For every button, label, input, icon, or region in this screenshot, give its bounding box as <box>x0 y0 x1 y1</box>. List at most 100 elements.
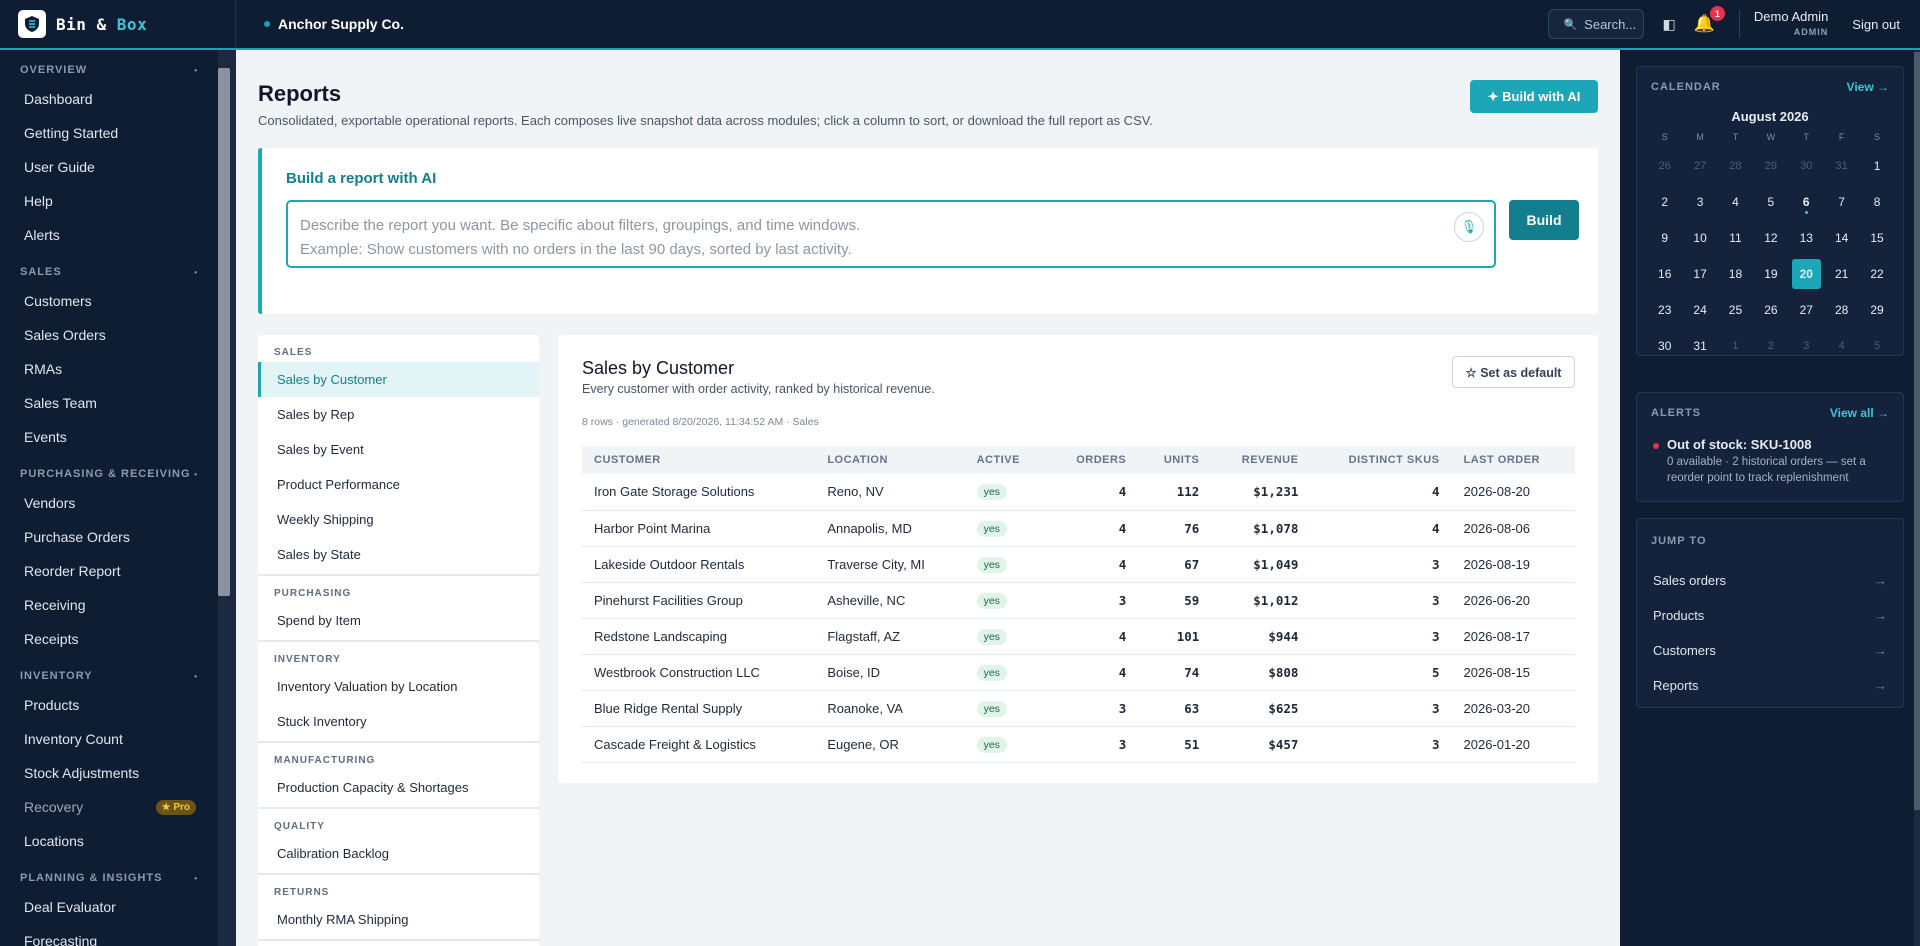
ai-prompt-input[interactable]: Describe the report you want. Be specifi… <box>286 200 1496 268</box>
org-switcher[interactable]: Anchor Supply Co. <box>264 16 404 32</box>
sidebar-section-sales[interactable]: SALES • <box>0 252 218 284</box>
calendar-day[interactable]: 27 <box>1789 292 1824 328</box>
report-item-calibration-backlog[interactable]: Calibration Backlog <box>277 846 390 861</box>
report-item-spend-by-item[interactable]: Spend by Item <box>277 613 361 628</box>
calendar-day[interactable]: 5 <box>1753 184 1788 220</box>
sidebar-scrollbar[interactable] <box>218 68 230 596</box>
table-row[interactable]: Pinehurst Facilities Group Asheville, NC y… <box>582 582 1575 619</box>
sidebar-item-stock-adjustments[interactable]: Stock Adjustments <box>0 756 218 790</box>
sidebar-item-dashboard[interactable]: Dashboard <box>0 82 218 116</box>
sidebar-item-forecasting[interactable]: Forecasting <box>0 924 218 946</box>
alerts-view-all-link[interactable]: View all → <box>1829 406 1889 420</box>
sidebar-item-events[interactable]: Events <box>0 420 218 454</box>
calendar-day[interactable]: 26 <box>1753 292 1788 328</box>
sidebar-item-deal-evaluator[interactable]: Deal Evaluator <box>0 890 218 924</box>
calendar-day[interactable]: 5 <box>1859 328 1894 364</box>
calendar-day[interactable]: 16 <box>1647 256 1682 292</box>
sidebar-item-locations[interactable]: Locations <box>0 824 218 858</box>
build-with-ai-button[interactable]: ✦ Build with AI <box>1470 80 1598 113</box>
sidebar-item-alerts[interactable]: Alerts <box>0 218 218 252</box>
calendar-day[interactable]: 29 <box>1859 292 1894 328</box>
sidebar-section-inventory[interactable]: INVENTORY • <box>0 656 218 688</box>
calendar-day[interactable]: 18 <box>1718 256 1753 292</box>
calendar-day[interactable]: 10 <box>1682 220 1717 256</box>
calendar-view-link[interactable]: View → <box>1846 80 1889 94</box>
sidebar-item-help[interactable]: Help <box>0 184 218 218</box>
calendar-day[interactable]: 2 <box>1647 184 1682 220</box>
calendar-day[interactable]: 31 <box>1824 148 1859 184</box>
panel-toggle-icon[interactable]: ◧ <box>1662 15 1676 32</box>
calendar-day[interactable]: 21 <box>1824 256 1859 292</box>
right-scrollbar[interactable] <box>1914 52 1920 810</box>
table-row[interactable]: Westbrook Construction LLC Boise, ID yes 4 7… <box>582 654 1575 691</box>
brand[interactable]: Bin & Box <box>0 0 236 48</box>
calendar-day[interactable]: 11 <box>1718 220 1753 256</box>
calendar-day[interactable]: 28 <box>1824 292 1859 328</box>
bell-icon[interactable]: 🔔 1 <box>1694 6 1725 34</box>
report-item-inventory-valuation-by-location[interactable]: Inventory Valuation by Location <box>277 679 458 694</box>
calendar-day[interactable]: 3 <box>1682 184 1717 220</box>
sidebar-item-vendors[interactable]: Vendors <box>0 486 218 520</box>
calendar-day[interactable]: 8 <box>1859 184 1894 220</box>
calendar-day[interactable]: 30 <box>1789 148 1824 184</box>
report-item-sales-by-rep[interactable]: Sales by Rep <box>277 407 355 422</box>
calendar-day[interactable]: 13 <box>1789 220 1824 256</box>
jump-to-products[interactable]: Products → <box>1637 598 1903 633</box>
sidebar-section-overview[interactable]: OVERVIEW • <box>0 50 218 82</box>
build-button[interactable]: Build <box>1509 200 1579 240</box>
sidebar-item-reorder-report[interactable]: Reorder Report <box>0 554 218 588</box>
column-header-orders[interactable]: ORDERS <box>1076 454 1127 466</box>
calendar-day[interactable]: 22 <box>1859 256 1894 292</box>
calendar-day[interactable]: 4 <box>1824 328 1859 364</box>
report-item-monthly-rma-shipping[interactable]: Monthly RMA Shipping <box>277 912 409 927</box>
sidebar-item-customers[interactable]: Customers <box>0 284 218 318</box>
table-row[interactable]: Lakeside Outdoor Rentals Traverse City, M… <box>582 546 1575 583</box>
jump-to-reports[interactable]: Reports → <box>1637 668 1903 703</box>
sidebar-item-recovery[interactable]: Recovery ★ Pro <box>0 790 218 824</box>
sidebar-item-receipts[interactable]: Receipts <box>0 622 218 656</box>
report-item-product-performance[interactable]: Product Performance <box>277 477 400 492</box>
sidebar-item-rmas[interactable]: RMAs <box>0 352 218 386</box>
column-header-active[interactable]: ACTIVE <box>976 454 1020 466</box>
sidebar-item-sales-orders[interactable]: Sales Orders <box>0 318 218 352</box>
report-item-sales-by-customer[interactable]: Sales by Customer <box>258 362 539 397</box>
table-row[interactable]: Redstone Landscaping Flagstaff, AZ yes 4 101… <box>582 618 1575 655</box>
alert-item[interactable]: Out of stock: SKU-1008 0 available · 2 h… <box>1637 433 1903 498</box>
calendar-day[interactable]: 6 <box>1789 184 1824 220</box>
sidebar-section-planning-insights[interactable]: PLANNING & INSIGHTS • <box>0 858 218 890</box>
calendar-day[interactable]: 24 <box>1682 292 1717 328</box>
calendar-day[interactable]: 4 <box>1718 184 1753 220</box>
column-header-location[interactable]: LOCATION <box>827 454 888 466</box>
sidebar-item-purchase-orders[interactable]: Purchase Orders <box>0 520 218 554</box>
calendar-day[interactable]: 28 <box>1718 148 1753 184</box>
sidebar-item-getting-started[interactable]: Getting Started <box>0 116 218 150</box>
sidebar-item-receiving[interactable]: Receiving <box>0 588 218 622</box>
table-row[interactable]: Iron Gate Storage Solutions Reno, NV yes 4 1… <box>582 474 1575 511</box>
column-header-last-order[interactable]: LAST ORDER <box>1463 454 1540 466</box>
sidebar-item-products[interactable]: Products <box>0 688 218 722</box>
sidebar-item-sales-team[interactable]: Sales Team <box>0 386 218 420</box>
calendar-day[interactable]: 14 <box>1824 220 1859 256</box>
calendar-day[interactable]: 1 <box>1718 328 1753 364</box>
calendar-day[interactable]: 19 <box>1753 256 1788 292</box>
sidebar-item-inventory-count[interactable]: Inventory Count <box>0 722 218 756</box>
sidebar-section-purchasing-receiving[interactable]: PURCHASING & RECEIVING • <box>0 454 218 486</box>
calendar-day[interactable]: 30 <box>1647 328 1682 364</box>
calendar-day[interactable]: 23 <box>1647 292 1682 328</box>
calendar-day[interactable]: 17 <box>1682 256 1717 292</box>
calendar-day[interactable]: 25 <box>1718 292 1753 328</box>
column-header-units[interactable]: UNITS <box>1163 454 1200 466</box>
report-item-sales-by-state[interactable]: Sales by State <box>277 547 361 562</box>
column-header-distinct-skus[interactable]: DISTINCT SKUS <box>1348 454 1440 466</box>
report-item-sales-by-event[interactable]: Sales by Event <box>277 442 364 457</box>
sidebar-item-user-guide[interactable]: User Guide <box>0 150 218 184</box>
set-default-button[interactable]: ☆ Set as default <box>1452 356 1575 388</box>
user-menu[interactable]: Demo Admin ADMIN <box>1754 10 1828 37</box>
search-button[interactable]: 🔍 Search... <box>1548 9 1645 39</box>
table-row[interactable]: Harbor Point Marina Annapolis, MD yes 4 76 $1… <box>582 510 1575 547</box>
calendar-day[interactable]: 1 <box>1859 148 1894 184</box>
table-row[interactable]: Cascade Freight & Logistics Eugene, OR yes… <box>582 726 1575 763</box>
microphone-icon[interactable]: 🎙 <box>1454 212 1484 242</box>
jump-to-sales-orders[interactable]: Sales orders → <box>1637 563 1903 598</box>
calendar-day[interactable]: 3 <box>1789 328 1824 364</box>
